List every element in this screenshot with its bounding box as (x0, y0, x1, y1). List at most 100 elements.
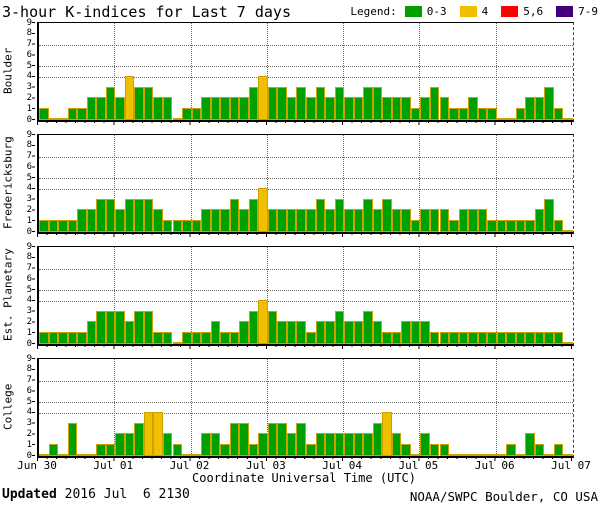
kindex-panel-est-planetary: Est. Planetary 9 8 7 6 5 4 3 2 1 0 (0, 242, 600, 358)
k-bar (115, 433, 125, 456)
k-bar (248, 310, 259, 344)
threshold-gridline-k4 (39, 412, 573, 414)
legend-item-0-3: 0-3 (404, 5, 447, 18)
k-bar (296, 209, 306, 232)
k-bar (515, 220, 526, 232)
k-bar (105, 444, 116, 456)
legend-swatch-icon (404, 6, 422, 17)
k-bar (429, 209, 440, 232)
k-bar (344, 321, 354, 344)
k-bar (153, 209, 163, 232)
k-bar (401, 209, 411, 232)
k-bar (105, 198, 116, 232)
y-tick-label: 7 (26, 151, 32, 162)
x-tick-label: Jul 05 (398, 459, 439, 472)
k-bar (372, 321, 383, 344)
y-tick-label: 9 (26, 353, 32, 364)
k-bar (115, 209, 125, 232)
legend-item-label: 5,6 (523, 5, 544, 18)
k-bar (220, 209, 230, 232)
legend-swatch-icon (501, 6, 519, 17)
k-bar (267, 86, 278, 120)
y-tick-label: 5 (26, 396, 32, 407)
k-bar (515, 454, 526, 456)
k-bar (410, 454, 421, 456)
y-tick-label: 1 (26, 327, 32, 338)
k-bar (325, 321, 335, 344)
k-bar (134, 310, 144, 344)
y-tick-label: 9 (26, 129, 32, 140)
k-bar (239, 209, 249, 232)
k-bar (382, 97, 392, 120)
k-bar (496, 454, 507, 456)
k-bar (363, 198, 373, 232)
panel-station-label: Fredericksburg (1, 136, 15, 229)
x-tick-label: Jul 07 (551, 459, 591, 472)
k-bar (239, 321, 249, 344)
k-bar (248, 198, 259, 232)
k-bar (391, 332, 402, 344)
k-bar (201, 433, 211, 456)
k-bar (429, 86, 440, 120)
k-bar (315, 433, 326, 456)
k-bar (372, 422, 383, 456)
threshold-gridline-k5 (39, 178, 573, 180)
k-bar (220, 444, 230, 456)
k-bar (344, 433, 354, 456)
x-axis-day-ticks (37, 121, 572, 125)
kindex-panel-boulder: Boulder 9 8 7 6 5 4 3 2 1 0 (0, 18, 600, 134)
k-bar (182, 454, 192, 456)
k-bar (258, 433, 268, 456)
k-bar (563, 118, 573, 120)
y-tick-label: 2 (26, 92, 32, 103)
k-bar (77, 108, 87, 120)
kindex-panel-college: College 9 8 7 6 5 4 3 2 1 0 (0, 354, 600, 470)
k-bar (515, 108, 526, 120)
k-bar (391, 209, 402, 232)
day-gridline (190, 23, 192, 120)
x-axis-day-ticks (37, 233, 572, 237)
k-bar (286, 209, 297, 232)
k-bar (191, 108, 202, 120)
k-bar (439, 97, 450, 120)
panel-plot-area (37, 134, 574, 234)
k-bar (449, 220, 459, 232)
threshold-gridline-k7 (39, 44, 573, 46)
k-bar (162, 97, 173, 120)
k-bar (48, 220, 59, 232)
k-bar (477, 108, 488, 120)
y-tick-label: 2 (26, 204, 32, 215)
y-tick-label: 9 (26, 17, 32, 28)
k-bar (124, 75, 135, 120)
k-bar (525, 332, 535, 344)
y-tick-label: 4 (26, 183, 32, 194)
k-bar (39, 220, 49, 232)
k-bar (134, 422, 144, 456)
k-bar (410, 220, 421, 232)
k-bar (67, 422, 78, 456)
k-bar (534, 444, 545, 456)
y-tick-label: 6 (26, 385, 32, 396)
k-bar (239, 97, 249, 120)
k-bar (420, 433, 430, 456)
k-bar (96, 97, 106, 120)
threshold-gridline-k4 (39, 76, 573, 78)
k-bar (143, 198, 154, 232)
legend-swatch-icon (556, 6, 574, 17)
day-gridline (495, 247, 497, 344)
day-gridline (266, 135, 268, 232)
x-axis-title: Coordinate Universal Time (UTC) (192, 471, 416, 485)
k-bar (162, 332, 173, 344)
k-bar (210, 209, 221, 232)
day-gridline (495, 135, 497, 232)
y-tick-label: 5 (26, 284, 32, 295)
y-tick-label: 0 (26, 114, 32, 125)
k-bar (353, 209, 364, 232)
kindex-panel-fredericksburg: Fredericksburg 9 8 7 6 5 4 3 2 1 0 (0, 130, 600, 246)
k-bar (77, 209, 87, 232)
k-bar (563, 454, 573, 456)
k-bar (286, 97, 297, 120)
k-bar (86, 209, 97, 232)
y-tick-label: 0 (26, 338, 32, 349)
